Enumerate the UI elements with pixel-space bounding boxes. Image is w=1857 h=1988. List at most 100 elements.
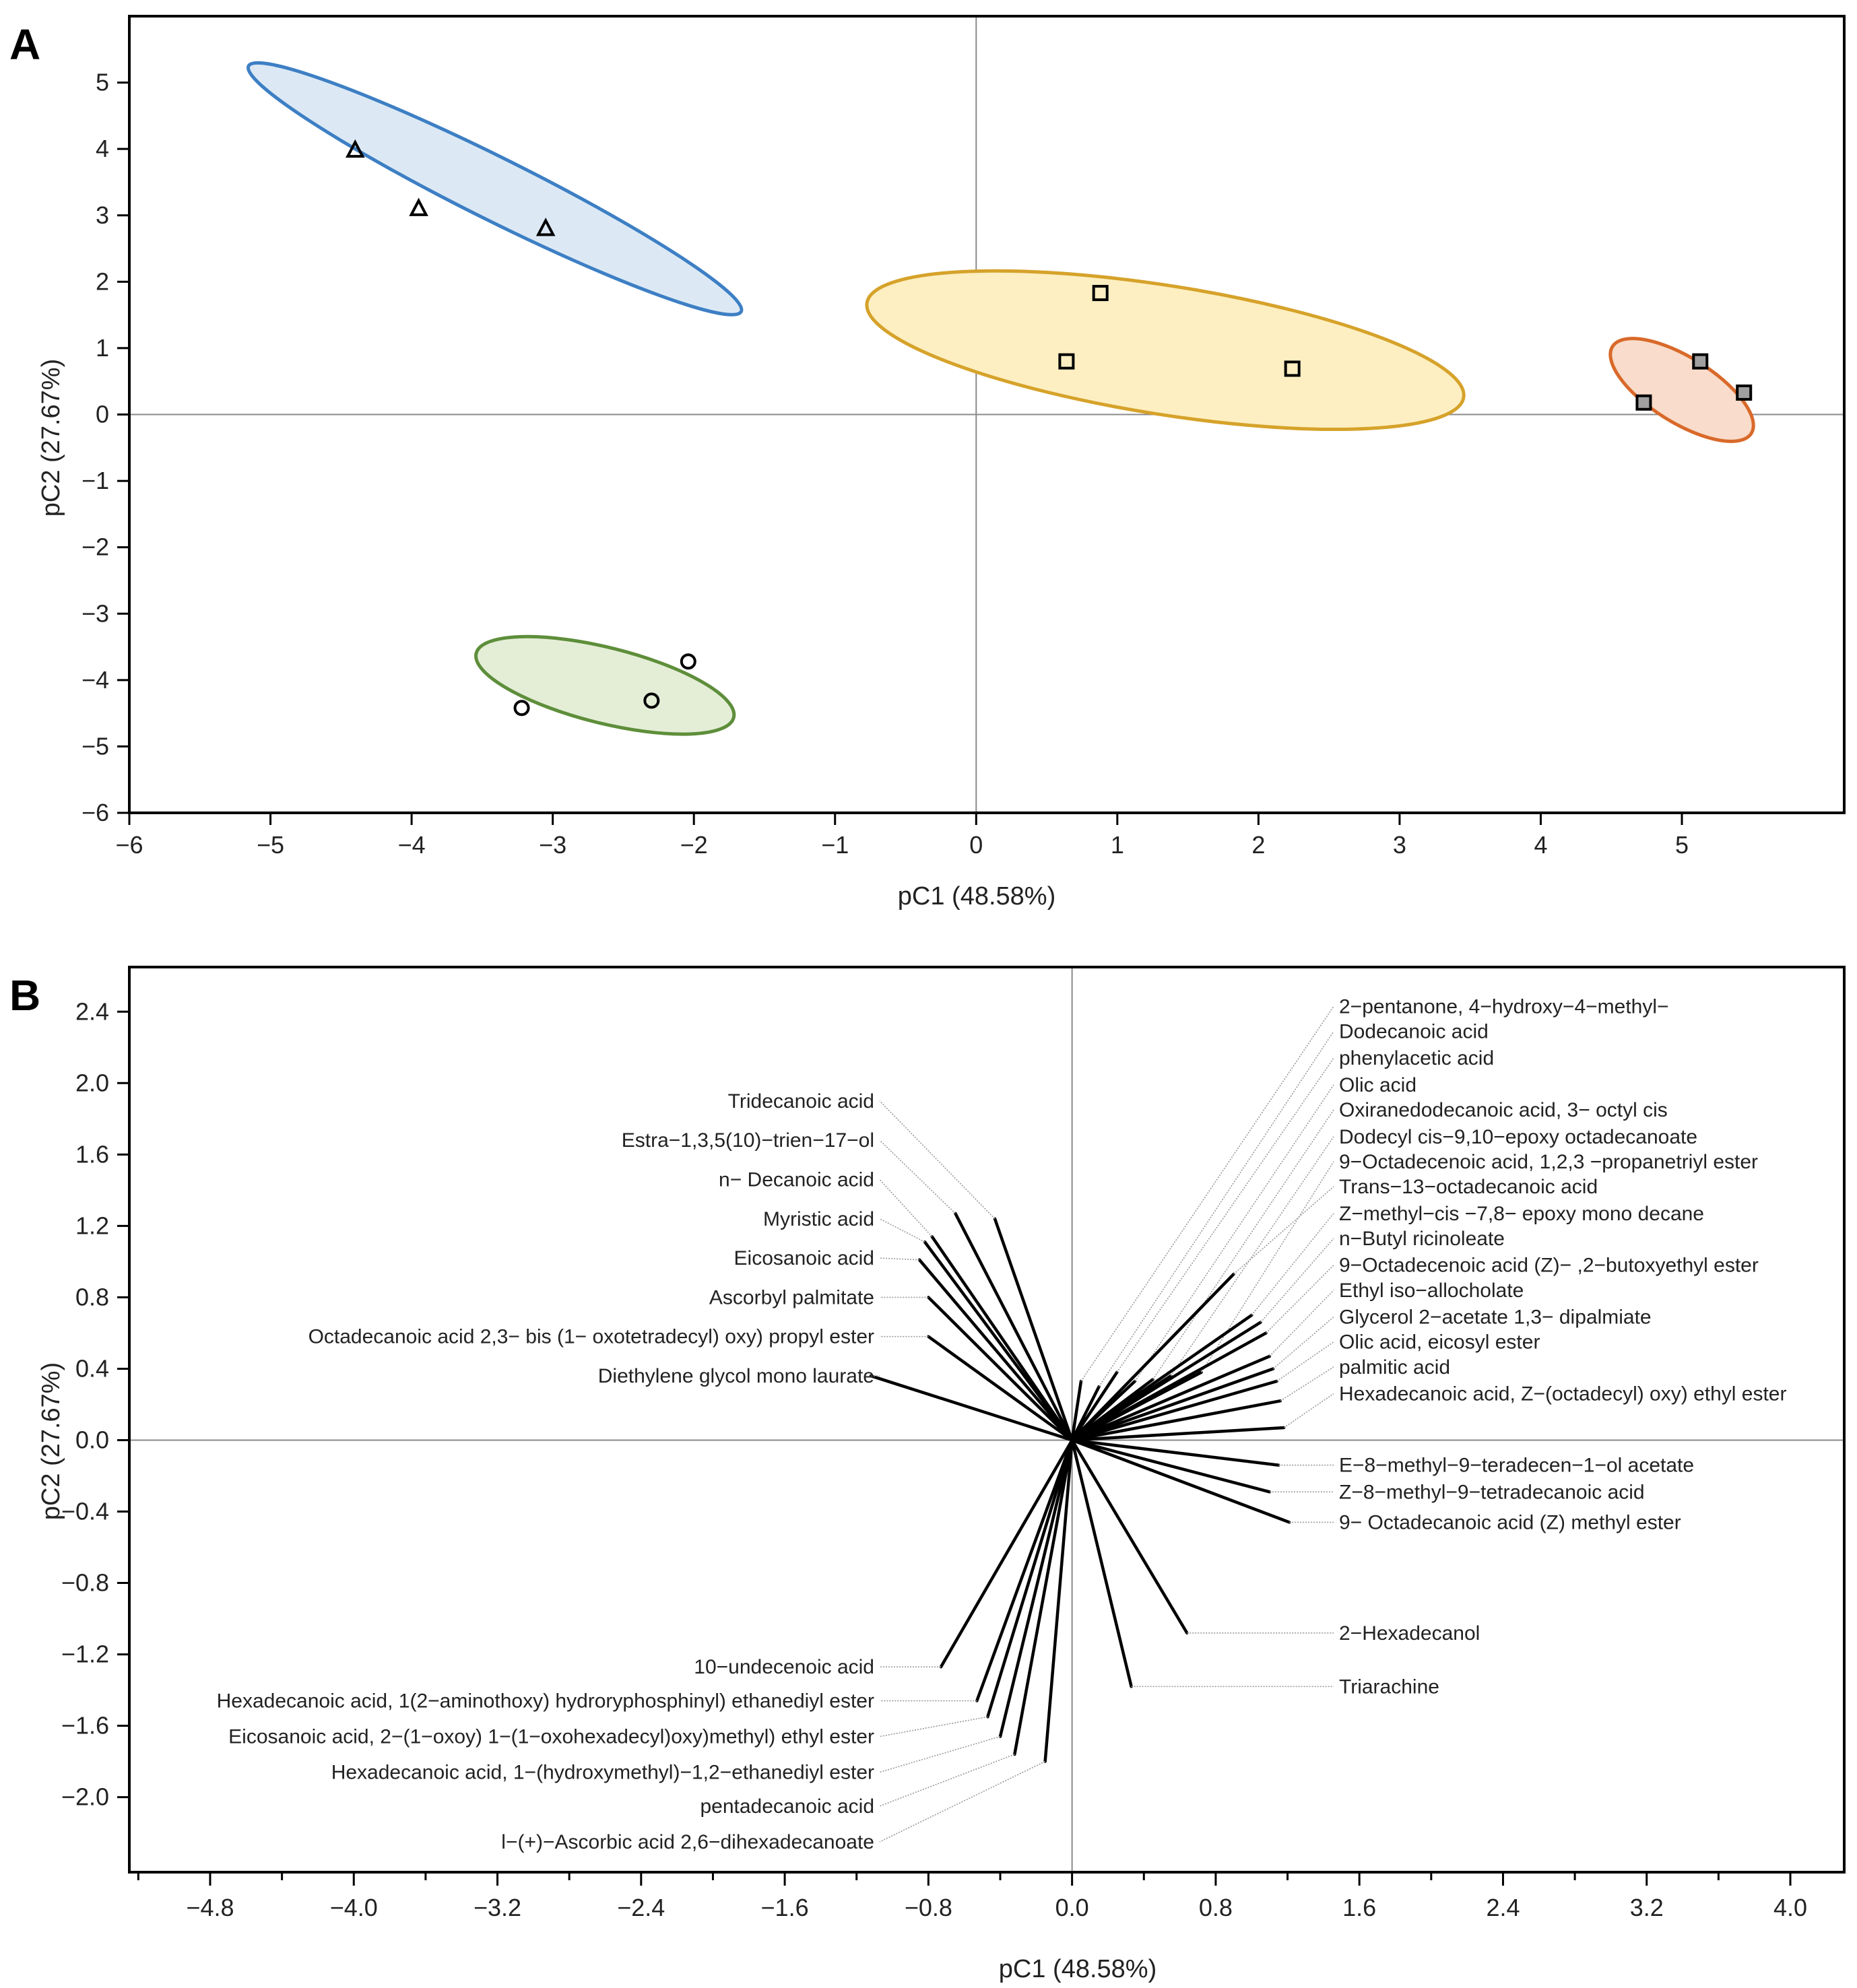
x-tick-label: 3.2 bbox=[1630, 1894, 1664, 1921]
x-tick-label: 0.8 bbox=[1199, 1894, 1233, 1921]
loading-vector bbox=[998, 1438, 1074, 1738]
variable-label: Octadecanoic acid 2,3− bis (1− oxotetrad… bbox=[308, 1326, 874, 1348]
x-tick-label: 0.0 bbox=[1055, 1894, 1089, 1921]
x-tick-label: −2.4 bbox=[617, 1894, 665, 1921]
data-point-filled-squares-2 bbox=[1692, 353, 1709, 370]
variable-label: phenylacetic acid bbox=[1339, 1047, 1494, 1069]
x-tick-label: 0 bbox=[969, 831, 983, 859]
data-point-filled-squares-1 bbox=[1635, 394, 1652, 411]
loading-vector bbox=[1043, 1438, 1074, 1763]
leader-line bbox=[1134, 1084, 1334, 1382]
leader-line bbox=[879, 1257, 920, 1261]
variable-label: Triarachine bbox=[1339, 1676, 1439, 1698]
leader-line bbox=[1265, 1265, 1334, 1333]
data-point-filled-squares-3 bbox=[1736, 384, 1753, 401]
x-tick-label: −4.0 bbox=[330, 1894, 378, 1921]
leader-line bbox=[1272, 1316, 1334, 1370]
data-point-circles-3 bbox=[680, 653, 696, 670]
x-tick-label: −3 bbox=[539, 831, 566, 859]
variable-label: l−(+)−Ascorbic acid 2,6−dihexadecanoate bbox=[501, 1831, 874, 1853]
x-tick-label: 1.6 bbox=[1342, 1894, 1376, 1921]
loading-vector bbox=[1070, 1379, 1083, 1442]
pca-loading-biplot: Tridecanoic acid Estra−1,3,5(10)−trien−17… bbox=[61, 966, 1846, 1921]
y-tick-label: −1 bbox=[82, 467, 109, 494]
loading-vector bbox=[1070, 1399, 1282, 1442]
panel-b: B Tridecanoic acid Estra−1,3,5(10)−trien−… bbox=[9, 966, 1846, 1983]
variable-label: Olic acid bbox=[1339, 1074, 1416, 1096]
leader-line bbox=[879, 1716, 988, 1737]
y-tick-label: 2 bbox=[96, 267, 109, 295]
variable-label: Hexadecanoic acid, Z−(octadecyl) oxy) et… bbox=[1339, 1383, 1786, 1405]
panel-b-y-axis-label: pC2 (27.67%) bbox=[37, 1362, 65, 1520]
loading-vector bbox=[1070, 1438, 1280, 1467]
loading-vector bbox=[1070, 1438, 1133, 1688]
x-tick-label: −4.8 bbox=[186, 1894, 234, 1921]
panel-a-letter: A bbox=[9, 20, 40, 69]
loading-vector bbox=[1013, 1438, 1074, 1756]
loading-vector bbox=[1070, 1426, 1286, 1442]
variable-label: n− Decanoic acid bbox=[719, 1168, 874, 1191]
leader-line bbox=[1280, 1366, 1334, 1401]
leader-line bbox=[879, 1100, 996, 1220]
loading-vector bbox=[1070, 1438, 1189, 1635]
x-tick-label: −6 bbox=[115, 831, 143, 859]
loading-vector bbox=[986, 1438, 1074, 1719]
leader-line bbox=[1200, 1161, 1334, 1373]
leader-line bbox=[1260, 1238, 1334, 1323]
loading-vector bbox=[1070, 1354, 1272, 1442]
variable-label: Estra−1,3,5(10)−trien−17−ol bbox=[622, 1129, 874, 1152]
x-tick-label: 2 bbox=[1251, 831, 1265, 859]
y-tick-label: 4 bbox=[96, 135, 109, 162]
data-point-open-squares-1 bbox=[1092, 285, 1109, 302]
variable-label: n−Butyl ricinoleate bbox=[1339, 1228, 1505, 1250]
variable-label: palmitic acid bbox=[1339, 1356, 1450, 1379]
panel-b-letter: B bbox=[9, 971, 40, 1020]
variable-label: 9− Octadecanoic acid (Z) methyl ester bbox=[1339, 1511, 1681, 1533]
leader-line bbox=[879, 1218, 925, 1242]
variable-label: Diethylene glycol mono laurate bbox=[598, 1365, 874, 1387]
variable-label: Dodecanoic acid bbox=[1339, 1020, 1489, 1042]
panel-a-x-axis-label: pC1 (48.58%) bbox=[898, 882, 1055, 910]
x-tick-label: 3 bbox=[1393, 831, 1406, 859]
variable-label: Ethyl iso−allocholate bbox=[1339, 1280, 1524, 1302]
loading-vector bbox=[1070, 1438, 1291, 1524]
plot-frame bbox=[128, 966, 1846, 1874]
loading-vector bbox=[954, 1212, 1074, 1442]
panel-a: A −6 −5 −4 −3 −2 −1 0 1 2 3 4 5 5 4 3 2 1 0 −1 −2 −3 −4 −5 −6 p… bbox=[9, 15, 1846, 910]
loading-vector bbox=[1070, 1313, 1253, 1442]
data-point-open-squares-2 bbox=[1058, 353, 1075, 370]
y-tick-label: −2.0 bbox=[61, 1783, 109, 1811]
y-tick-label: 2.4 bbox=[75, 997, 109, 1025]
loading-vector bbox=[927, 1335, 1074, 1442]
x-tick-label: −3.2 bbox=[474, 1894, 521, 1921]
variable-label: Trans−13−octadecanoic acid bbox=[1339, 1176, 1598, 1198]
leader-line bbox=[1116, 1057, 1334, 1373]
leader-line bbox=[1283, 1393, 1334, 1428]
data-point-circles-1 bbox=[513, 700, 530, 717]
variable-label: Oxiranedodecanoic acid, 3− octyl cis bbox=[1339, 1099, 1668, 1121]
variable-label: Olic acid, eicosyl ester bbox=[1339, 1331, 1540, 1354]
variable-label: Ascorbyl palmitate bbox=[709, 1286, 874, 1308]
leader-line bbox=[1152, 1109, 1334, 1380]
loading-vector bbox=[1070, 1438, 1272, 1494]
panel-a-y-axis-label: pC2 (27.67%) bbox=[37, 359, 65, 517]
y-tick-label: 1.6 bbox=[75, 1140, 109, 1168]
panel-b-x-axis-label: pC1 (48.58%) bbox=[999, 1955, 1156, 1983]
loading-vector bbox=[1070, 1370, 1119, 1442]
loading-vector bbox=[939, 1438, 1074, 1669]
loading-vector bbox=[917, 1258, 1074, 1442]
loading-vector bbox=[993, 1217, 1074, 1442]
y-tick-label: 0.4 bbox=[75, 1354, 109, 1382]
x-tick-label: −1.6 bbox=[761, 1894, 809, 1921]
leader-line bbox=[879, 1754, 1015, 1807]
x-tick-label: 4 bbox=[1534, 831, 1547, 859]
leader-line bbox=[879, 1760, 1045, 1843]
leader-line bbox=[879, 1735, 1001, 1773]
variable-label: Z−methyl−cis −7,8− epoxy mono decane bbox=[1339, 1203, 1704, 1225]
loading-vector bbox=[975, 1438, 1074, 1702]
variable-label: Hexadecanoic acid, 1(2−aminothoxy) hydro… bbox=[217, 1690, 874, 1713]
variable-label: Myristic acid bbox=[763, 1208, 874, 1230]
y-tick-label: −0.8 bbox=[61, 1569, 109, 1597]
leader-line bbox=[1080, 1005, 1334, 1382]
loading-vector bbox=[1070, 1367, 1275, 1442]
